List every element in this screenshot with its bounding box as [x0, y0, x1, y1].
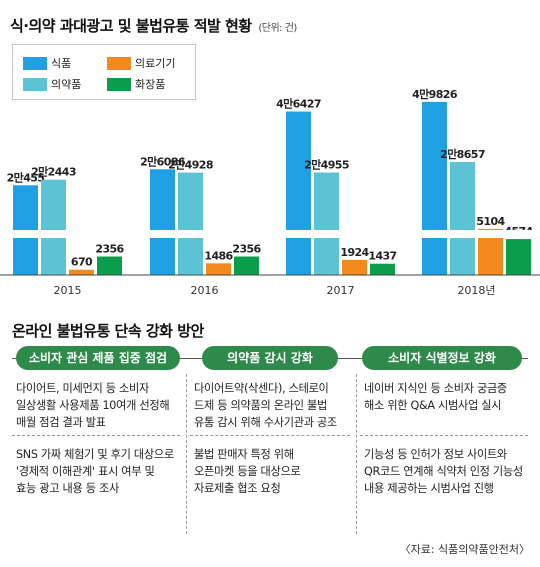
data-label: 2만4928	[168, 158, 213, 172]
legend-label-medical-device: 의료기기	[135, 57, 176, 70]
bar-2016-series-4	[234, 256, 259, 275]
text-line: 해소 위한 Q&A 시범사업 실시	[364, 399, 502, 412]
bar-2017-series-4	[370, 263, 395, 275]
text-line: 매월 점검 결과 발표	[16, 416, 106, 429]
column-2-item-1: 다이어트약(삭센다), 스테로이 드제 등 의약품의 온라인 불법 유통 감시 …	[190, 380, 358, 431]
legend-item-medical-device: 의료기기	[107, 55, 175, 71]
text-line: 드제 등 의약품의 온라인 불법	[194, 399, 327, 412]
text-line: 불법 판매자 특정 위해	[194, 448, 294, 461]
legend-label-cosmetics: 화장품	[135, 78, 166, 91]
text-line: 다이어트, 미세먼지 등 소비자	[16, 382, 149, 395]
text-line: 자료제출 협조 요청	[194, 482, 281, 495]
legend-item-drug: 의약품	[23, 76, 81, 92]
bar-2018년-series-1	[422, 101, 447, 275]
column-header-2: 의약품 감시 강화	[202, 346, 338, 370]
column-divider-2	[356, 374, 357, 534]
x-tick-label: 2018년	[457, 284, 495, 297]
bar-2015-series-2	[41, 179, 66, 275]
text-line: SNS 가짜 체험기 및 후기 대상으로	[16, 448, 174, 461]
bar-2018년-series-2	[450, 162, 475, 275]
bar-2015-series-3	[69, 269, 94, 275]
chart-legend: 식품 의료기기 의약품 화장품	[12, 44, 196, 100]
legend-swatch-drug	[23, 77, 47, 91]
data-label: 2만4955	[304, 158, 349, 172]
bar-2016-series-1	[150, 169, 175, 275]
data-label: 670	[71, 256, 93, 269]
column-1-item-2: SNS 가짜 체험기 및 후기 대상으로 '경제적 이해관계' 표시 여부 및 …	[12, 446, 180, 497]
column-header-3: 소비자 식별정보 강화	[362, 346, 522, 370]
bar-chart: 2만4552만2443670235620152만60862만4928148623…	[0, 87, 540, 297]
chart-unit: (단위: 건)	[258, 23, 297, 34]
bar-2017-series-2	[314, 172, 339, 275]
data-label: 2만8657	[440, 147, 485, 161]
x-tick-label: 2016	[191, 284, 219, 297]
data-label: 1486	[204, 249, 233, 262]
data-label: 1924	[340, 246, 369, 259]
data-label: 5104	[476, 215, 505, 228]
legend-label-food: 식품	[51, 57, 72, 70]
source-note: 〈자료: 식품의약품안전처〉	[399, 543, 530, 556]
bar-2016-series-3	[206, 263, 231, 275]
text-line: 일상생활 사용제품 10여개 선정해	[16, 399, 170, 412]
axis-break	[0, 230, 540, 238]
legend-swatch-food	[23, 56, 47, 70]
text-line: QR코드 연계해 식약처 인정 기능성	[364, 465, 523, 478]
row-divider-1	[12, 435, 180, 436]
data-label: 2356	[95, 243, 124, 256]
bar-2017-series-3	[342, 259, 367, 275]
data-label: 4만9826	[412, 87, 458, 101]
data-label: 2356	[232, 243, 261, 256]
text-line: 유통 감시 위해 수사기관과 공조	[194, 416, 337, 429]
text-line: 기능성 등 인허가 정보 사이트와	[364, 448, 507, 461]
legend-label-drug: 의약품	[51, 78, 82, 91]
text-line: 효능 광고 내용 등 조사	[16, 482, 119, 495]
column-3-item-2: 기능성 등 인허가 정보 사이트와 QR코드 연계해 식약처 인정 기능성 내용…	[360, 446, 528, 497]
legend-item-food: 식품	[23, 55, 71, 71]
column-1-item-1: 다이어트, 미세먼지 등 소비자 일상생활 사용제품 10여개 선정해 매월 점…	[12, 380, 180, 431]
data-label: 2만6086	[140, 154, 186, 168]
text-line: 내용 제공하는 시범사업 진행	[364, 482, 494, 495]
data-label: 2만455	[7, 170, 45, 184]
section-title: 온라인 불법유통 단속 강화 방안	[12, 322, 204, 340]
x-tick-label: 2017	[327, 284, 355, 297]
column-3-item-1: 네이버 지식인 등 소비자 궁금증 해소 위한 Q&A 시범사업 실시	[360, 380, 528, 414]
bar-2016-series-2	[178, 172, 203, 275]
column-2-item-2: 불법 판매자 특정 위해 오픈마켓 등을 대상으로 자료제출 협조 요청	[190, 446, 358, 497]
data-label: 4만6427	[276, 97, 321, 111]
legend-swatch-cosmetics	[107, 77, 131, 91]
x-tick-label: 2015	[54, 284, 82, 297]
measures-table: 소비자 관심 제품 집중 점검 의약품 감시 강화 소비자 식별정보 강화 다이…	[12, 344, 528, 539]
chart-title: 식·의약 과대광고 및 불법유통 적발 현황 (단위: 건)	[10, 15, 297, 36]
bar-2018년-series-4	[506, 239, 531, 275]
legend-item-cosmetics: 화장품	[107, 76, 165, 92]
bar-2017-series-1	[286, 111, 311, 275]
row-divider-2	[190, 435, 350, 436]
row-divider-3	[360, 435, 528, 436]
data-label: 2만2443	[31, 165, 76, 179]
column-divider-1	[186, 374, 187, 534]
chart-title-text: 식·의약 과대광고 및 불법유통 적발 현황	[10, 17, 252, 35]
bar-2015-series-4	[97, 256, 122, 275]
text-line: 오픈마켓 등을 대상으로	[194, 465, 301, 478]
text-line: '경제적 이해관계' 표시 여부 및	[16, 465, 155, 478]
text-line: 다이어트약(삭센다), 스테로이	[194, 382, 329, 395]
text-line: 네이버 지식인 등 소비자 궁금증	[364, 382, 507, 395]
column-header-1: 소비자 관심 제품 집중 점검	[16, 346, 180, 370]
legend-swatch-medical-device	[107, 56, 131, 70]
data-label: 1437	[368, 250, 396, 263]
